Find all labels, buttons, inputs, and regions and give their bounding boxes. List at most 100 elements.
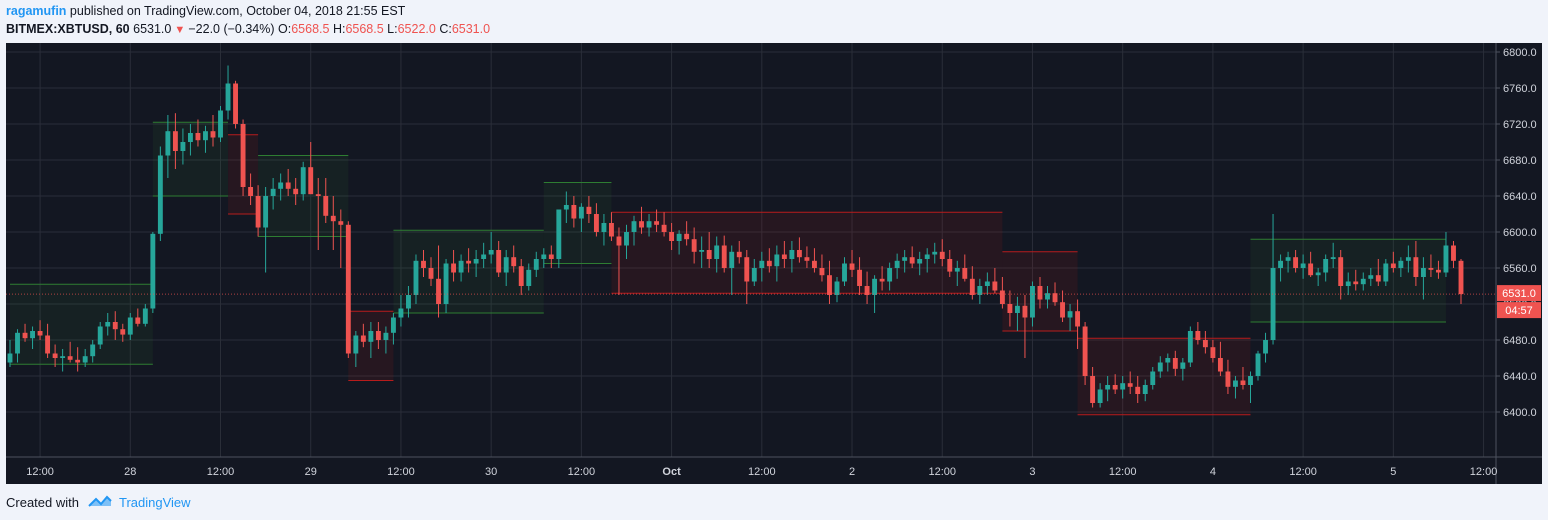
candle-down: [511, 257, 517, 267]
candle-down: [421, 260, 426, 268]
down-arrow-icon: ▼: [171, 24, 189, 36]
candle-down: [1217, 358, 1223, 372]
candle-up: [1345, 281, 1351, 286]
time-tick-label: 12:00: [1470, 466, 1498, 478]
candle-up: [1330, 257, 1336, 259]
candle-down: [1436, 269, 1441, 273]
symbol-info-line: BITMEX:XBTUSD, 60 6531.0 ▼ −22.0 (−0.34%…: [6, 22, 490, 36]
candle-down: [992, 281, 998, 291]
time-tick-label: 12:00: [928, 466, 956, 478]
candle-down: [999, 290, 1005, 304]
candle-down: [796, 250, 802, 258]
price-tick-label: 6600.0: [1503, 227, 1537, 239]
candle-down: [1202, 340, 1208, 348]
candle-up: [1420, 268, 1426, 277]
price-tick-label: 6640.0: [1503, 191, 1537, 203]
candle-down: [210, 131, 216, 138]
candle-down: [375, 331, 381, 340]
candle-up: [413, 260, 419, 295]
candle-down: [1082, 326, 1088, 376]
candle-down: [1060, 302, 1065, 318]
candle-down: [1210, 347, 1216, 358]
candle-down: [240, 124, 246, 187]
candle-up: [127, 317, 133, 335]
candle-up: [1323, 259, 1329, 273]
time-tick-label: 5: [1390, 466, 1396, 478]
candle-up: [157, 155, 163, 234]
candle-up: [1014, 305, 1020, 313]
candle-up: [1187, 331, 1193, 363]
candle-down: [1007, 304, 1013, 313]
price-tick-label: 6480.0: [1503, 335, 1537, 347]
candle-up: [82, 356, 88, 363]
candle-down: [1022, 305, 1028, 318]
candle-up: [541, 254, 547, 259]
chart-area[interactable]: 6400.06440.06480.06520.06560.06600.06640…: [6, 43, 1542, 484]
open-label: O:: [278, 22, 292, 36]
candle-up: [1180, 362, 1186, 369]
countdown-value: 04:57: [1505, 305, 1533, 317]
candle-up: [1315, 272, 1321, 276]
time-tick-label: 4: [1210, 466, 1216, 478]
candle-down: [1451, 245, 1456, 261]
candle-down: [1225, 371, 1231, 387]
candle-up: [624, 232, 629, 246]
candle-up: [872, 278, 878, 295]
candle-down: [1293, 257, 1299, 268]
candle-up: [60, 356, 66, 358]
candle-down: [52, 353, 58, 358]
price-tick-label: 6680.0: [1503, 155, 1537, 167]
candle-up: [774, 254, 780, 267]
candle-up: [556, 209, 562, 259]
time-tick-label: 30: [485, 466, 497, 478]
candle-up: [443, 263, 449, 304]
candle-up: [631, 221, 637, 232]
candle-up: [834, 281, 840, 295]
price-tick-label: 6760.0: [1503, 83, 1537, 95]
candle-down: [639, 221, 644, 228]
candle-down: [120, 329, 126, 335]
last-price-value: 6531.0: [1502, 288, 1536, 300]
candle-down: [255, 196, 261, 228]
candle-up: [1233, 380, 1238, 387]
symbol-name[interactable]: BITMEX:XBTUSD, 60: [6, 22, 130, 36]
candlestick-chart[interactable]: 6400.06440.06480.06520.06560.06600.06640…: [6, 43, 1542, 484]
tradingview-logo-icon[interactable]: [87, 494, 113, 511]
candle-up: [1067, 311, 1073, 318]
time-tick-label: 29: [305, 466, 317, 478]
candle-down: [172, 131, 178, 151]
candle-up: [1030, 286, 1035, 318]
high-label: H:: [332, 22, 346, 36]
candle-up: [278, 182, 284, 189]
candle-down: [330, 215, 336, 222]
candle-up: [1142, 385, 1148, 394]
candle-up: [368, 331, 374, 342]
channel-fill: [1077, 338, 1251, 415]
candle-down: [1338, 257, 1344, 286]
open-value: 6568.5: [291, 22, 330, 36]
chart-background: [6, 43, 1542, 484]
candle-down: [248, 187, 254, 196]
candle-down: [233, 83, 238, 124]
candle-up: [1443, 245, 1449, 273]
candle-up: [473, 259, 479, 264]
candle-up: [902, 257, 908, 261]
time-tick-label: 12:00: [26, 466, 54, 478]
tradingview-link[interactable]: TradingView: [118, 495, 191, 510]
candle-down: [345, 224, 351, 354]
candle-up: [90, 344, 96, 357]
candle-down: [1112, 385, 1118, 390]
candle-down: [45, 335, 51, 354]
author-name[interactable]: ragamufin: [6, 4, 67, 18]
candle-up: [887, 268, 893, 282]
candle-up: [578, 206, 584, 219]
last-price-badge: [1497, 285, 1541, 302]
candle-up: [917, 259, 923, 264]
candle-up: [503, 257, 509, 273]
price-tick-label: 6720.0: [1503, 119, 1537, 131]
candle-up: [218, 110, 223, 138]
time-tick-label: 12:00: [207, 466, 235, 478]
candle-up: [1105, 385, 1111, 390]
candle-up: [526, 269, 532, 286]
candle-up: [1120, 383, 1126, 390]
